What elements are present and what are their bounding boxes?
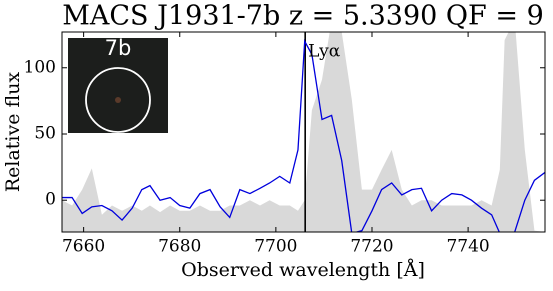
inset-label: 7b xyxy=(105,36,132,60)
x-tick-label: 7740 xyxy=(446,237,489,257)
y-axis-label: Relative flux xyxy=(2,72,24,193)
y-tick-label: 50 xyxy=(34,123,56,143)
plot-frame xyxy=(61,31,546,233)
x-tick-label: 7660 xyxy=(62,237,105,257)
x-axis-label: Observed wavelength [Å] xyxy=(181,259,425,281)
annotation: Lyα xyxy=(308,42,341,62)
x-tick-label: 7700 xyxy=(254,237,297,257)
plot-area xyxy=(62,32,545,232)
y-tick-label: 0 xyxy=(45,190,56,210)
x-tick-label: 7680 xyxy=(158,237,201,257)
y-tick-label: 100 xyxy=(24,57,56,77)
inset: 7b xyxy=(68,36,168,133)
sky-area xyxy=(62,32,545,232)
inset-source xyxy=(115,97,121,103)
chart-title: MACS J1931-7b z = 5.3390 QF = 9 xyxy=(62,1,544,32)
inset-image xyxy=(68,38,168,133)
x-tick-label: 7720 xyxy=(350,237,393,257)
inset-aperture xyxy=(85,67,151,133)
spectrum-line xyxy=(62,38,545,232)
